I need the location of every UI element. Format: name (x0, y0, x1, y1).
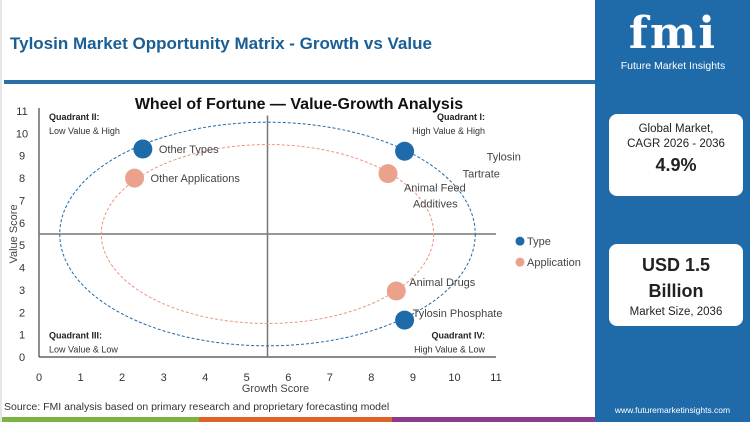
website-link[interactable]: www.futuremarketinsights.com (614, 405, 731, 415)
point-label: Animal Drugs (409, 277, 476, 289)
x-tick-label: 2 (119, 372, 125, 384)
point-tylosin-phosphate (395, 310, 415, 330)
x-tick-label: 6 (285, 372, 291, 384)
stripe-orange (199, 417, 392, 422)
y-tick-label: 10 (16, 128, 28, 140)
point-label: Tylosin Phosphate (413, 308, 503, 320)
x-tick-label: 8 (368, 372, 374, 384)
legend-marker-application (515, 257, 525, 267)
point-animal-feed-additives (378, 164, 398, 184)
quadrant-title: Quadrant III: (49, 331, 102, 341)
y-tick-label: 8 (19, 173, 25, 185)
point-animal-drugs (386, 281, 406, 301)
x-tick-label: 4 (202, 372, 208, 384)
header-divider (4, 80, 597, 84)
stripe-purple (392, 417, 597, 422)
point-tylosin-tartrate (395, 141, 415, 161)
quadrant-title: Quadrant II: (49, 112, 100, 122)
x-axis-label: Growth Score (242, 383, 309, 395)
y-axis-label: Value Score (8, 204, 20, 263)
brand-name: Future Market Insights (620, 60, 726, 72)
quadrant-subtitle: Low Value & Low (49, 345, 118, 355)
legend-label: Application (527, 257, 581, 269)
y-tick-label: 9 (19, 151, 25, 163)
quadrant-title: Quadrant I: (437, 112, 485, 122)
fmi-logo: fmi Future Market Insights (613, 8, 733, 72)
market-size-card: USD 1.5 Billion Market Size, 2036 (609, 244, 743, 326)
market-size-value-1: USD 1.5 (641, 255, 711, 275)
quadrant-subtitle: Low Value & High (49, 126, 120, 136)
point-label: Other Applications (151, 173, 241, 185)
quadrant-subtitle: High Value & Low (414, 345, 485, 355)
brand-panel: fmi Future Market Insights Global Market… (595, 0, 750, 422)
point-label: Other Types (159, 144, 219, 156)
y-tick-label: 6 (19, 218, 25, 230)
y-tick-label: 1 (19, 330, 25, 342)
main-area: Tylosin Market Opportunity Matrix - Grow… (0, 0, 597, 422)
cagr-value: 4.9% (655, 155, 697, 175)
y-tick-label: 4 (19, 263, 25, 275)
x-tick-label: 11 (490, 372, 501, 384)
opportunity-matrix-chart: Wheel of Fortune — Value-Growth Analysis… (8, 96, 581, 395)
x-tick-label: 7 (327, 372, 333, 384)
x-tick-label: 10 (448, 372, 460, 384)
chart-title: Wheel of Fortune — Value-Growth Analysis (135, 96, 463, 113)
point-label: Tylosin (487, 151, 521, 163)
y-tick-label: 7 (19, 195, 25, 207)
y-tick-label: 5 (19, 240, 25, 252)
cagr-label-2: CAGR 2026 - 2036 (627, 138, 725, 150)
x-tick-label: 9 (410, 372, 416, 384)
x-tick-label: 5 (244, 372, 250, 384)
market-size-label: Market Size, 2036 (629, 306, 723, 318)
y-tick-label: 11 (16, 106, 27, 118)
x-tick-label: 0 (36, 372, 42, 384)
point-other-applications (125, 168, 145, 188)
x-tick-label: 3 (161, 372, 167, 384)
point-other-types (133, 139, 153, 159)
y-tick-label: 3 (19, 285, 25, 297)
market-size-value-2: Billion (648, 281, 704, 301)
ellipse-type (59, 121, 476, 347)
logo-mark: fmi (628, 8, 718, 59)
cagr-label-1: Global Market, (638, 123, 714, 135)
ellipse-application (100, 144, 435, 324)
legend-marker-type (515, 236, 525, 246)
legend-label: Type (527, 236, 551, 248)
source-note: Source: FMI analysis based on primary re… (4, 401, 390, 413)
quadrant-subtitle: High Value & High (412, 126, 485, 136)
y-tick-label: 2 (19, 307, 25, 319)
point-label: Additives (413, 199, 458, 211)
x-tick-label: 1 (77, 372, 83, 384)
point-label: Tartrate (463, 168, 500, 180)
page-title: Tylosin Market Opportunity Matrix - Grow… (10, 34, 432, 53)
point-label: Animal Feed (404, 183, 466, 195)
quadrant-title: Quadrant IV: (431, 331, 485, 341)
y-tick-label: 0 (19, 352, 25, 364)
stripe-green (2, 417, 199, 422)
cagr-card: Global Market, CAGR 2026 - 2036 4.9% (609, 114, 743, 196)
